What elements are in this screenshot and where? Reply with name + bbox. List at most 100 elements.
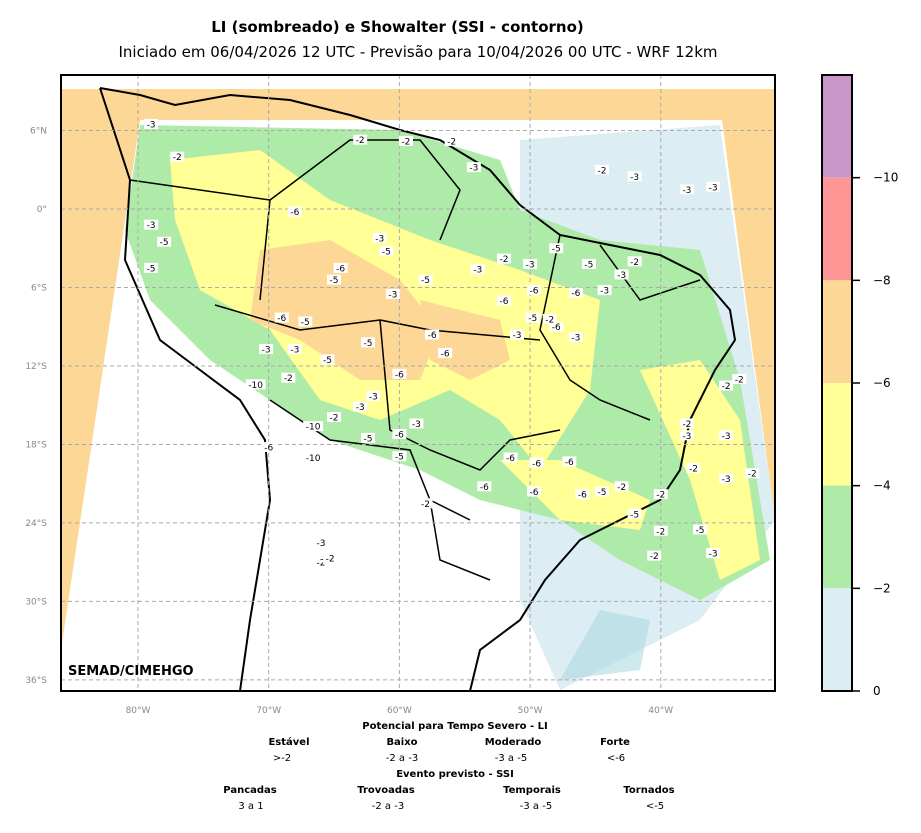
contour-label-bg (679, 430, 694, 441)
ssi-cat-range: <-5 (645, 801, 665, 812)
contour-label: -2 (284, 374, 293, 384)
li-cat-name: Estável (268, 737, 310, 748)
contour-label-bg (361, 337, 376, 348)
contour-label-bg (392, 428, 407, 439)
contour-label-bg (444, 135, 459, 146)
contour-label: -6 (395, 430, 404, 440)
contour-label-bg (379, 245, 394, 256)
contour-label-bg (627, 256, 642, 267)
ssi-cat-name: Trovoadas (357, 785, 415, 796)
contour-label-bg (679, 418, 694, 429)
contour-label-bg (581, 258, 596, 269)
contour-label: -5 (552, 245, 561, 255)
colorbar-segment (822, 383, 852, 486)
contour-label: -6 (480, 483, 489, 493)
contour-label: -3 (356, 403, 365, 413)
ssi-legend-title: Evento previsto - SSI (396, 769, 514, 780)
ssi-cat-name: Tornados (623, 785, 675, 796)
contour-label-bg (719, 473, 734, 484)
ssi-cat-range: -3 a -5 (519, 801, 553, 812)
contour-label: -2 (173, 153, 182, 163)
contour-label-bg (597, 285, 612, 296)
contour-label-bg (287, 343, 302, 354)
contour-label-bg (745, 468, 760, 479)
contour-label: -6 (290, 208, 299, 218)
contour-label-bg (409, 418, 424, 429)
lat-tick-label: 36°S (25, 676, 47, 686)
contour-label: -6 (552, 323, 561, 333)
ssi-cat-range: 3 a 1 (238, 801, 264, 812)
colorbar-tick-label: −2 (873, 581, 891, 595)
contour-label: -5 (330, 276, 339, 286)
contour-label-bg (614, 481, 629, 492)
contour-label-bg (327, 274, 342, 285)
contour-label: -3 (709, 550, 718, 560)
lat-tick-label: 6°S (31, 283, 47, 293)
lat-tick-label: 18°S (25, 440, 47, 450)
graticule (61, 75, 775, 691)
ssi-cat-name: Pancadas (223, 785, 277, 796)
lat-tick-label: 30°S (25, 597, 47, 607)
contour-label-bg (333, 262, 348, 273)
contour-label: -6 (277, 314, 286, 324)
contour-label-bg (320, 354, 335, 365)
contour-label-bg (594, 164, 609, 175)
contour-label-bg (503, 452, 518, 463)
contour-label: -2 (650, 552, 659, 562)
contour-label: -5 (382, 247, 391, 257)
contour-label-bg (303, 421, 324, 432)
contour-label: -3 (262, 345, 271, 355)
contour-label: -6 (530, 488, 539, 498)
contour-label-bg (303, 452, 324, 463)
lon-tick-label: 60°W (387, 706, 412, 716)
coastline (99, 87, 737, 691)
contour-label-bg (510, 329, 525, 340)
lat-tick-label: 6°N (30, 127, 47, 137)
colorbar-tick-label: −6 (873, 376, 891, 390)
li-cat-range: -2 a -3 (385, 753, 419, 764)
contour-label-bg (542, 313, 557, 324)
contour-label: -5 (147, 264, 156, 274)
map-title: LI (sombreado) e Showalter (SSI - contor… (211, 18, 584, 36)
contour-label: -2 (617, 483, 626, 493)
contour-label: -5 (584, 260, 593, 270)
contour-label: -3 (722, 475, 731, 485)
contour-label: -6 (336, 264, 345, 274)
contour-label: -10 (248, 381, 263, 391)
lon-tick-label: 70°W (256, 706, 281, 716)
colorbar-segment (822, 177, 852, 281)
contour-label: -2 (326, 555, 335, 565)
contour-label: -2 (722, 382, 731, 392)
contour-label: -2 (316, 559, 325, 569)
li-cat-name: Forte (600, 737, 630, 748)
contour-label-bg (170, 151, 185, 162)
contour-label: -6 (428, 331, 437, 341)
contour-label: -10 (306, 423, 321, 433)
contour-label-bg (313, 537, 328, 548)
contour-label-bg (568, 287, 583, 298)
lat-tick-label: 0° (37, 205, 47, 215)
colorbar-segment (822, 280, 852, 383)
contour-label-bg (706, 548, 721, 559)
contour-label: -2 (447, 137, 456, 147)
contour-label-bg (323, 553, 338, 564)
ssi-cat-name: Temporais (503, 785, 561, 796)
colorbar-tick-label: −8 (873, 273, 891, 287)
lon-tick-label: 80°W (126, 706, 151, 716)
contour-label: -6 (571, 289, 580, 299)
contour-label-bg (496, 253, 511, 264)
contour-label-bg (527, 285, 542, 296)
contour-label: -6 (532, 459, 541, 469)
contour-label: -5 (301, 318, 310, 328)
contour-label-bg (529, 457, 544, 468)
contour-label: -2 (656, 491, 665, 501)
contour-label-bg (466, 162, 481, 173)
contour-label-bg (281, 372, 296, 383)
contour-label: -3 (412, 420, 421, 430)
colorbar-tick-label: 0 (873, 684, 881, 698)
contour-label: -3 (709, 183, 718, 193)
lat-tick-label: 12°S (25, 362, 47, 372)
contour-label: -5 (421, 276, 430, 286)
